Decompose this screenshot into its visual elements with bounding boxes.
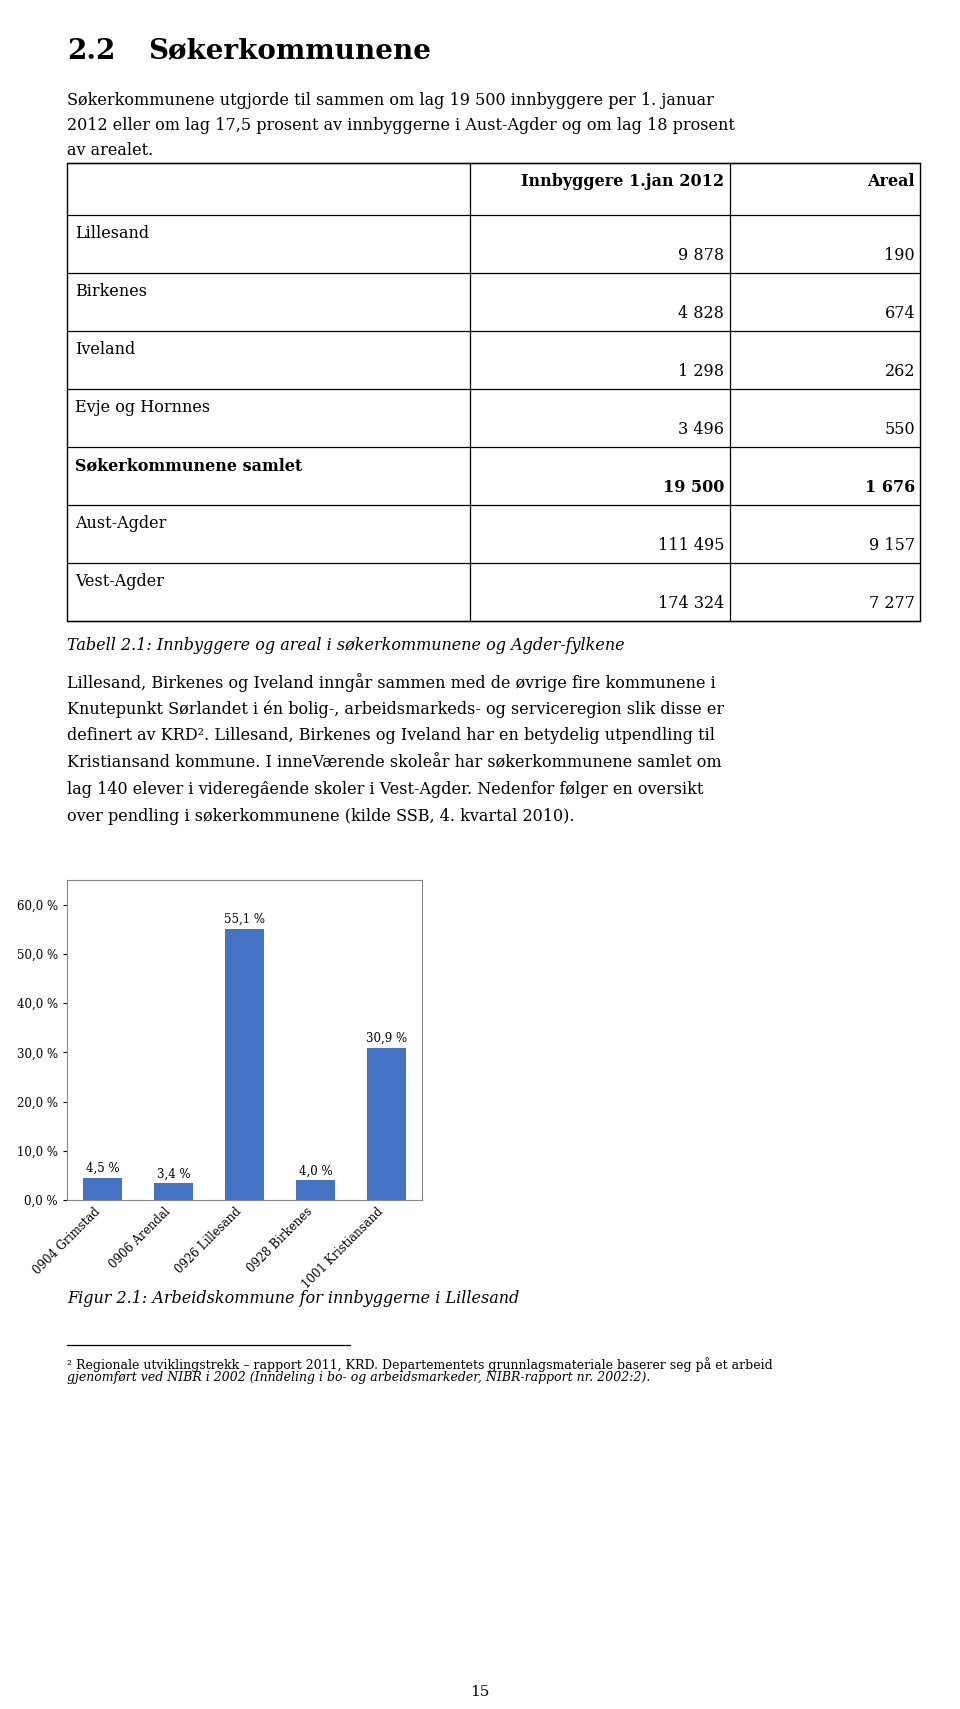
Text: Figur 2.1: Arbeidskommune for innbyggerne i Lillesand: Figur 2.1: Arbeidskommune for innbyggern… — [67, 1290, 519, 1307]
Text: 30,9 %: 30,9 % — [366, 1032, 407, 1044]
Text: Søkerkommunene samlet: Søkerkommunene samlet — [75, 456, 302, 473]
Text: 7 277: 7 277 — [869, 595, 915, 612]
Text: 111 495: 111 495 — [658, 537, 724, 554]
Text: 262: 262 — [884, 362, 915, 379]
Text: 55,1 %: 55,1 % — [224, 913, 265, 926]
Bar — [296, 1181, 335, 1200]
Text: Innbyggere 1.jan 2012: Innbyggere 1.jan 2012 — [521, 173, 724, 190]
Text: 1 676: 1 676 — [865, 479, 915, 496]
Text: Aust-Agder: Aust-Agder — [75, 514, 166, 531]
Text: 674: 674 — [884, 304, 915, 321]
Text: 2012 eller om lag 17,5 prosent av innbyggerne i Aust-Agder og om lag 18 prosent: 2012 eller om lag 17,5 prosent av innbyg… — [67, 116, 734, 133]
Bar — [225, 928, 264, 1200]
Text: 4,5 %: 4,5 % — [85, 1162, 119, 1174]
Bar — [154, 1183, 193, 1200]
Text: 15: 15 — [470, 1685, 490, 1699]
Bar — [367, 1048, 406, 1200]
Bar — [67, 162, 920, 620]
Text: 9 157: 9 157 — [869, 537, 915, 554]
Text: definert av KRD². Lillesand, Birkenes og Iveland har en betydelig utpendling til: definert av KRD². Lillesand, Birkenes og… — [67, 726, 715, 743]
Text: over pendling i søkerkommunene (kilde SSB, 4. kvartal 2010).: over pendling i søkerkommunene (kilde SS… — [67, 808, 574, 825]
Text: Søkerkommunene: Søkerkommunene — [148, 38, 431, 65]
Text: 9 878: 9 878 — [678, 248, 724, 263]
Text: 19 500: 19 500 — [662, 479, 724, 496]
Text: 1 298: 1 298 — [678, 362, 724, 379]
Text: Areal: Areal — [868, 173, 915, 190]
Text: Lillesand: Lillesand — [75, 226, 149, 243]
Text: Kristiansand kommune. I inneVærende skoleår har søkerkommunene samlet om: Kristiansand kommune. I inneVærende skol… — [67, 754, 722, 771]
Text: lag 140 elever i videregâende skoler i Vest-Agder. Nedenfor følger en oversikt: lag 140 elever i videregâende skoler i … — [67, 781, 704, 798]
Text: Knutepunkt Sørlandet i én bolig-, arbeidsmarkeds- og serviceregion slik disse er: Knutepunkt Sørlandet i én bolig-, arbeid… — [67, 701, 724, 718]
Text: 2.2: 2.2 — [67, 38, 115, 65]
Text: 550: 550 — [884, 420, 915, 438]
Text: Søkerkommunene utgjorde til sammen om lag 19 500 innbyggere per 1. januar: Søkerkommunene utgjorde til sammen om la… — [67, 92, 714, 109]
Text: Iveland: Iveland — [75, 342, 135, 357]
Text: 174 324: 174 324 — [658, 595, 724, 612]
Text: av arealet.: av arealet. — [67, 142, 154, 159]
Text: Birkenes: Birkenes — [75, 284, 147, 301]
Text: 4 828: 4 828 — [678, 304, 724, 321]
Text: ² Regionale utviklingstrekk – rapport 2011, KRD. Departementets grunnlagsmateria: ² Regionale utviklingstrekk – rapport 20… — [67, 1357, 773, 1372]
Text: gjenomført ved NIBR i 2002 (Inndeling i bo- og arbeidsmarkeder, NIBR-rapport nr.: gjenomført ved NIBR i 2002 (Inndeling i … — [67, 1371, 650, 1384]
Text: Tabell 2.1: Innbyggere og areal i søkerkommunene og Agder-fylkene: Tabell 2.1: Innbyggere og areal i søkerk… — [67, 637, 625, 655]
Text: 190: 190 — [884, 248, 915, 263]
Text: Vest-Agder: Vest-Agder — [75, 573, 164, 590]
Text: Lillesand, Birkenes og Iveland inngår sammen med de øvrige fire kommunene i: Lillesand, Birkenes og Iveland inngår sa… — [67, 673, 716, 692]
Text: 3,4 %: 3,4 % — [156, 1167, 190, 1181]
Text: 4,0 %: 4,0 % — [299, 1164, 332, 1178]
Text: 3 496: 3 496 — [678, 420, 724, 438]
Text: Evje og Hornnes: Evje og Hornnes — [75, 398, 210, 415]
Bar — [84, 1178, 122, 1200]
